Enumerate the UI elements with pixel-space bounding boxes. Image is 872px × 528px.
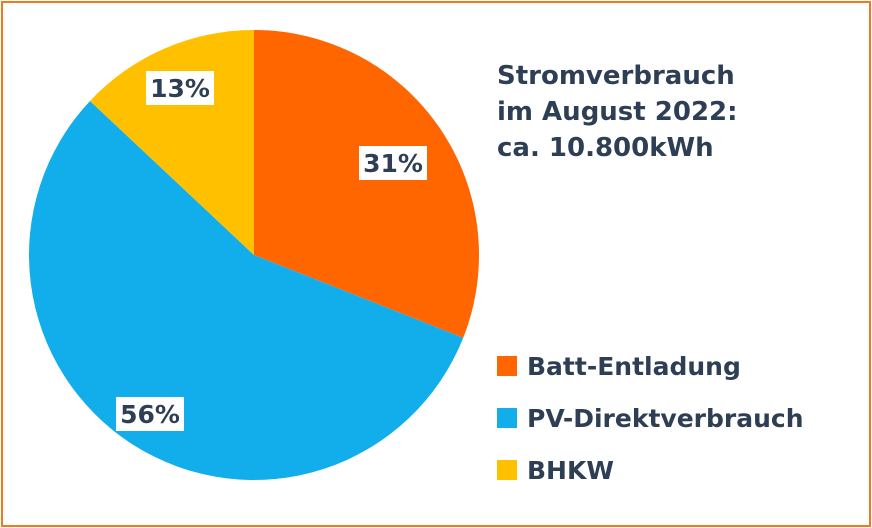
legend-label: BHKW [527,455,614,485]
data-label-box [146,71,214,105]
legend-item-pv: PV-Direktverbrauch [497,392,804,444]
data-label-box [116,397,184,431]
title-line-3: ca. 10.800kWh [497,133,714,163]
legend-label: Batt-Entladung [527,351,741,381]
legend-swatch [497,408,517,428]
data-label-box [359,146,427,180]
legend-item-batt: Batt-Entladung [497,340,804,392]
title-line-2: im August 2022: [497,97,738,127]
chart-title: Stromverbrauch im August 2022: ca. 10.80… [497,58,738,166]
legend-swatch [497,356,517,376]
data-label-text: 13% [150,74,210,103]
legend: Batt-Entladung PV-Direktverbrauch BHKW [497,340,804,496]
data-label-0: 31% [359,146,427,180]
pie-slice-1 [29,100,464,480]
legend-item-bhkw: BHKW [497,444,804,496]
data-label-text: 56% [120,400,180,429]
pie-slice-0 [254,30,479,338]
data-label-text: 31% [363,149,423,178]
title-line-1: Stromverbrauch [497,61,735,91]
data-label-1: 56% [116,397,184,431]
legend-label: PV-Direktverbrauch [527,403,804,433]
data-label-2: 13% [146,71,214,105]
legend-swatch [497,460,517,480]
